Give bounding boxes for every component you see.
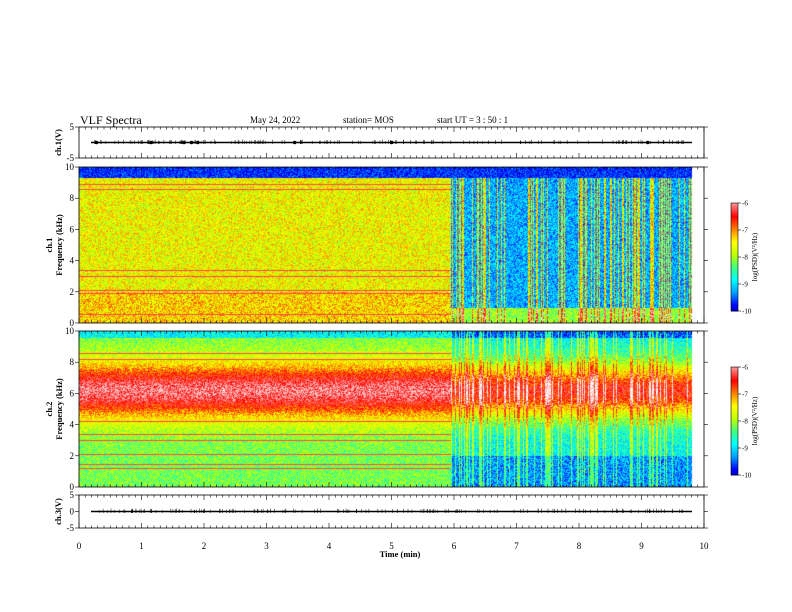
ch1-waveform-marker <box>149 140 153 145</box>
ch1-waveform-marker <box>182 140 186 145</box>
ch1-spectrogram-ytick-label: 8 <box>70 193 75 203</box>
ch2-spectrogram-ytick-label: 8 <box>70 357 75 367</box>
ch1-spectrogram-colorbar-tick: -8 <box>742 254 748 262</box>
ch1-spectrogram-panel: 0 2 4 6 8 10 ch.1 Frequency (kHz) <box>44 162 708 328</box>
ch1-spectrogram-colorbar-tick: -10 <box>742 308 752 316</box>
x-tick-label: 9 <box>639 541 644 551</box>
time-axis: 0 1 2 3 4 5 6 7 8 9 10 <box>77 541 709 551</box>
ch1-spectrogram-ytick-label: 2 <box>70 287 75 297</box>
ch1-spectrogram-ytick-label: 4 <box>70 256 75 266</box>
x-axis-label: Time (min) <box>380 549 421 559</box>
ch2-spectrogram-colorbar-tick: -6 <box>742 364 748 372</box>
x-tick-label: 0 <box>77 541 82 551</box>
ch2-spectrogram-colorbar-tick: -9 <box>742 445 748 453</box>
ch1-spectrogram-colorbar-label: log(PSD)(V²/Hz) <box>751 232 759 281</box>
ch1-waveform-marker <box>645 140 650 145</box>
ch1-waveform-ylabel: ch.1(V) <box>53 129 63 156</box>
ch1-spectrogram-ytick-label: 6 <box>70 224 75 234</box>
figure-title: VLF Spectra <box>80 113 142 127</box>
ch3-waveform-ylabel: ch.3(V) <box>53 498 63 525</box>
ch1-waveform-marker <box>292 140 297 145</box>
ch1-waveform-marker <box>195 140 200 145</box>
ch2-spectrogram-panel: 0 2 4 6 8 10 ch.2 Frequency (kHz) <box>44 326 708 492</box>
ch2-spectrogram-ytick-label: 0 <box>70 482 75 492</box>
ch1-waveform-ytick-label: 5 <box>70 122 75 132</box>
ch1-waveform-marker <box>189 140 194 145</box>
ch2-spectrogram-ylabel: Frequency (kHz) <box>54 378 64 440</box>
x-tick-label: 6 <box>452 541 457 551</box>
ch1-waveform-panel: 5 -5 ch.1(V) <box>53 122 708 163</box>
ch1-spectrogram-ytick-label: 10 <box>65 162 75 172</box>
start-time-label: start UT = 3 : 50 : 1 <box>437 115 508 125</box>
x-tick-label: 1 <box>139 541 144 551</box>
ch1-spectrogram-colorbar-tick: -6 <box>742 200 748 208</box>
x-tick-label: 8 <box>577 541 582 551</box>
ch1-spectrogram-image <box>79 167 704 323</box>
ch2-spectrogram-image <box>79 331 704 487</box>
ch3-waveform-ytick-label: 5 <box>70 490 75 500</box>
ch2-spectrogram-colorbar-label: log(PSD)(V²/Hz) <box>751 396 759 445</box>
ch1-waveform-marker <box>389 140 394 145</box>
ch1-spectrogram-colorbar-tick: -9 <box>742 281 748 289</box>
x-tick-label: 2 <box>202 541 207 551</box>
station-label: station= MOS <box>343 115 394 125</box>
date-label: May 24, 2022 <box>250 115 300 125</box>
ch1-waveform-ytick-label: -5 <box>67 153 75 163</box>
ch3-waveform-ytick-label: 0 <box>70 507 75 517</box>
ch1-spectrogram-ylabel: ch.1 <box>44 238 54 253</box>
ch3-waveform-ytick-label: -5 <box>67 523 75 533</box>
ch2-spectrogram-ytick-label: 10 <box>65 326 75 336</box>
ch1-spectrogram-colorbar-tick: -7 <box>742 227 748 235</box>
ch2-spectrogram-ytick-label: 6 <box>70 388 75 398</box>
x-tick-label: 3 <box>264 541 269 551</box>
ch1-spectrogram-ytick-label: 0 <box>70 318 75 328</box>
ch3-waveform-panel: 5 0 -5 ch.3(V) <box>53 490 708 533</box>
ch2-spectrogram-ylabel: ch.2 <box>44 402 54 417</box>
ch1-colorbar: -6 -7 -8 -9 -10 log(PSD)(V²/Hz) <box>730 200 759 316</box>
x-tick-label: 5 <box>389 541 394 551</box>
ch2-spectrogram-ytick-label: 2 <box>70 451 75 461</box>
ch2-spectrogram-colorbar-tick: -8 <box>742 418 748 426</box>
x-tick-label: 7 <box>514 541 519 551</box>
ch1-spectrogram-ylabel: Frequency (kHz) <box>54 214 64 276</box>
ch2-spectrogram-ytick-label: 4 <box>70 420 75 430</box>
ch2-spectrogram-colorbar-tick: -7 <box>742 391 748 399</box>
ch2-colorbar: -6 -7 -8 -9 -10 log(PSD)(V²/Hz) <box>730 364 759 480</box>
ch2-spectrogram-colorbar-tick: -10 <box>742 472 752 480</box>
ch1-waveform-marker <box>94 140 99 145</box>
x-tick-label: 10 <box>700 541 710 551</box>
x-tick-label: 4 <box>327 541 332 551</box>
